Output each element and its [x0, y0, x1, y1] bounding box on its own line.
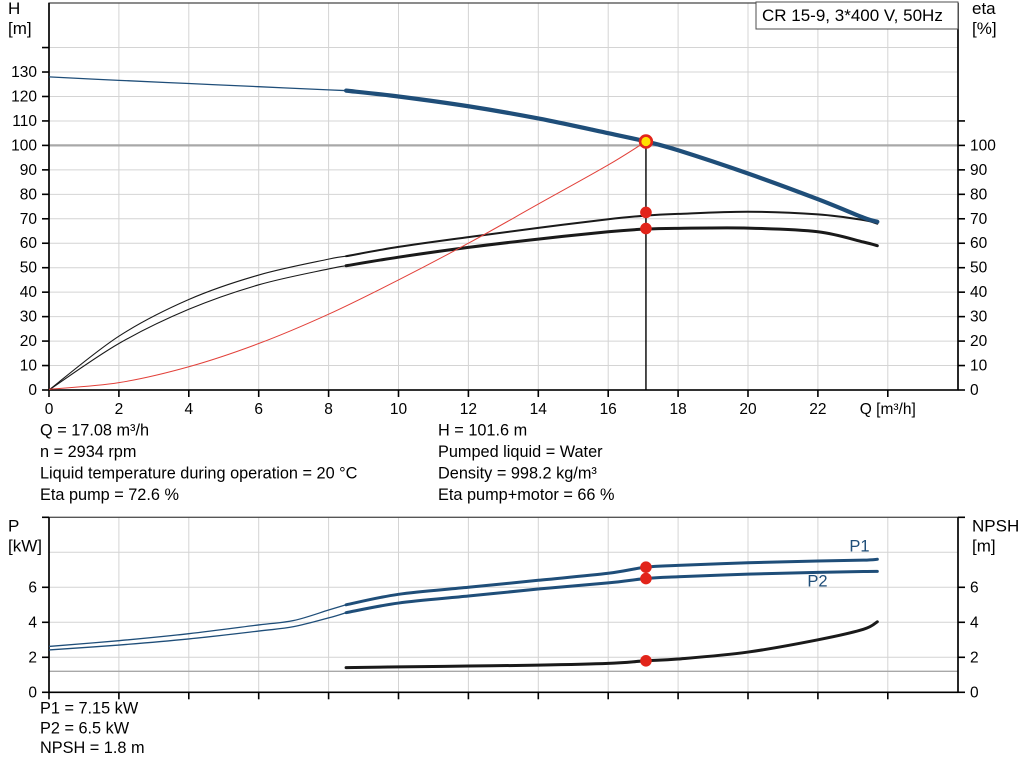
svg-text:0: 0 — [28, 382, 37, 399]
svg-text:8: 8 — [324, 401, 333, 418]
svg-text:H: H — [8, 0, 20, 18]
svg-text:0: 0 — [45, 401, 54, 418]
svg-text:10: 10 — [390, 401, 408, 418]
svg-text:0: 0 — [970, 382, 979, 399]
svg-text:4: 4 — [184, 401, 193, 418]
svg-text:18: 18 — [669, 401, 686, 418]
svg-text:Density = 998.2 kg/m³: Density = 998.2 kg/m³ — [438, 465, 597, 483]
svg-text:20: 20 — [970, 333, 988, 350]
svg-text:2: 2 — [115, 401, 124, 418]
svg-text:16: 16 — [600, 401, 617, 418]
svg-text:10: 10 — [20, 358, 38, 375]
svg-text:110: 110 — [12, 113, 37, 130]
svg-text:50: 50 — [20, 260, 38, 277]
svg-text:CR 15-9, 3*400 V, 50Hz: CR 15-9, 3*400 V, 50Hz — [762, 6, 943, 25]
svg-text:6: 6 — [254, 401, 263, 418]
svg-text:eta: eta — [972, 0, 996, 18]
svg-text:Eta pump = 72.6 %: Eta pump = 72.6 % — [40, 486, 179, 504]
svg-text:60: 60 — [970, 235, 988, 252]
svg-text:[m]: [m] — [8, 19, 32, 38]
svg-text:40: 40 — [20, 284, 38, 301]
svg-text:80: 80 — [970, 186, 988, 203]
svg-text:100: 100 — [970, 137, 996, 154]
svg-text:6: 6 — [970, 579, 979, 596]
svg-text:120: 120 — [11, 88, 37, 105]
svg-text:4: 4 — [970, 614, 979, 631]
svg-text:P2 = 6.5 kW: P2 = 6.5 kW — [40, 719, 130, 737]
svg-text:H = 101.6 m: H = 101.6 m — [438, 422, 527, 440]
svg-text:80: 80 — [20, 186, 38, 203]
svg-text:100: 100 — [11, 137, 37, 154]
svg-text:[%]: [%] — [972, 19, 997, 38]
svg-text:30: 30 — [20, 309, 38, 326]
svg-text:Q = 17.08 m³/h: Q = 17.08 m³/h — [40, 422, 149, 440]
svg-text:P1: P1 — [849, 537, 869, 555]
svg-text:70: 70 — [20, 211, 38, 228]
svg-text:50: 50 — [970, 260, 988, 277]
svg-text:130: 130 — [11, 64, 37, 81]
svg-text:2: 2 — [28, 649, 37, 666]
svg-text:[m]: [m] — [972, 536, 996, 555]
svg-text:Q [m³/h]: Q [m³/h] — [860, 401, 916, 418]
svg-text:90: 90 — [20, 162, 38, 179]
svg-text:12: 12 — [460, 401, 477, 418]
svg-text:14: 14 — [530, 401, 548, 418]
svg-text:2: 2 — [970, 649, 979, 666]
svg-text:NPSH: NPSH — [972, 516, 1019, 535]
svg-text:Pumped liquid = Water: Pumped liquid = Water — [438, 443, 603, 461]
svg-text:Eta pump+motor = 66 %: Eta pump+motor = 66 % — [438, 486, 614, 504]
svg-text:P1 = 7.15 kW: P1 = 7.15 kW — [40, 700, 139, 718]
svg-text:6: 6 — [28, 579, 37, 596]
svg-text:n = 2934 rpm: n = 2934 rpm — [40, 443, 136, 461]
svg-text:20: 20 — [20, 333, 38, 350]
svg-text:P: P — [8, 516, 19, 535]
svg-text:0: 0 — [28, 684, 37, 701]
svg-text:[kW]: [kW] — [8, 536, 42, 555]
svg-text:90: 90 — [970, 162, 988, 179]
svg-text:0: 0 — [970, 684, 979, 701]
svg-text:70: 70 — [970, 211, 988, 228]
svg-text:30: 30 — [970, 309, 988, 326]
svg-text:60: 60 — [20, 235, 38, 252]
svg-text:NPSH = 1.8 m: NPSH = 1.8 m — [40, 739, 145, 757]
svg-text:20: 20 — [739, 401, 757, 418]
svg-text:4: 4 — [28, 614, 37, 631]
svg-text:Liquid temperature during oper: Liquid temperature during operation = 20… — [40, 465, 358, 483]
svg-text:10: 10 — [970, 358, 988, 375]
svg-text:P2: P2 — [807, 572, 827, 590]
svg-text:22: 22 — [809, 401, 826, 418]
svg-text:40: 40 — [970, 284, 988, 301]
